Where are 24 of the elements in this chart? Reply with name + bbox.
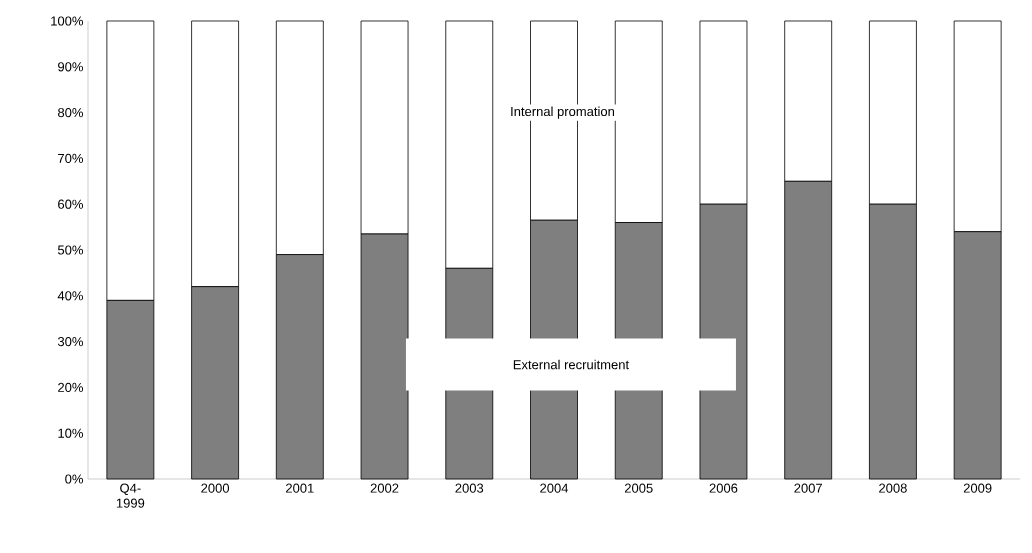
x-tick-label: 2001 [286, 483, 314, 493]
y-tick-label: 0% [65, 474, 83, 484]
y-tick-label: 20% [58, 382, 83, 392]
series-label: Internal promation [511, 106, 614, 119]
y-tick-label: 90% [58, 62, 83, 72]
y-tick-label: 10% [58, 428, 83, 438]
y-tick-label: 80% [58, 107, 83, 118]
series-label: External recruitment [513, 359, 629, 370]
x-tick-label: 2008 [879, 483, 907, 493]
x-tick-label: 2002 [370, 483, 399, 493]
x-tick-label: Q4-1999 [116, 483, 145, 508]
y-tick-label: 40% [57, 291, 83, 301]
y-tick-label: 50% [57, 245, 83, 255]
x-tick-label: 2004 [540, 483, 569, 493]
y-tick-label: 70% [58, 153, 83, 163]
x-tick-label: 2007 [794, 483, 822, 493]
y-tick-label: 60% [58, 199, 83, 209]
x-tick-label: 2009 [963, 483, 992, 493]
y-tick-label: 30% [57, 337, 83, 347]
x-tick-label: 2005 [624, 483, 653, 493]
x-tick-label: 2000 [201, 483, 230, 493]
x-tick-label: 2006 [709, 483, 738, 493]
x-tick-label: 2003 [455, 483, 484, 493]
y-tick-label: 100% [51, 16, 83, 26]
